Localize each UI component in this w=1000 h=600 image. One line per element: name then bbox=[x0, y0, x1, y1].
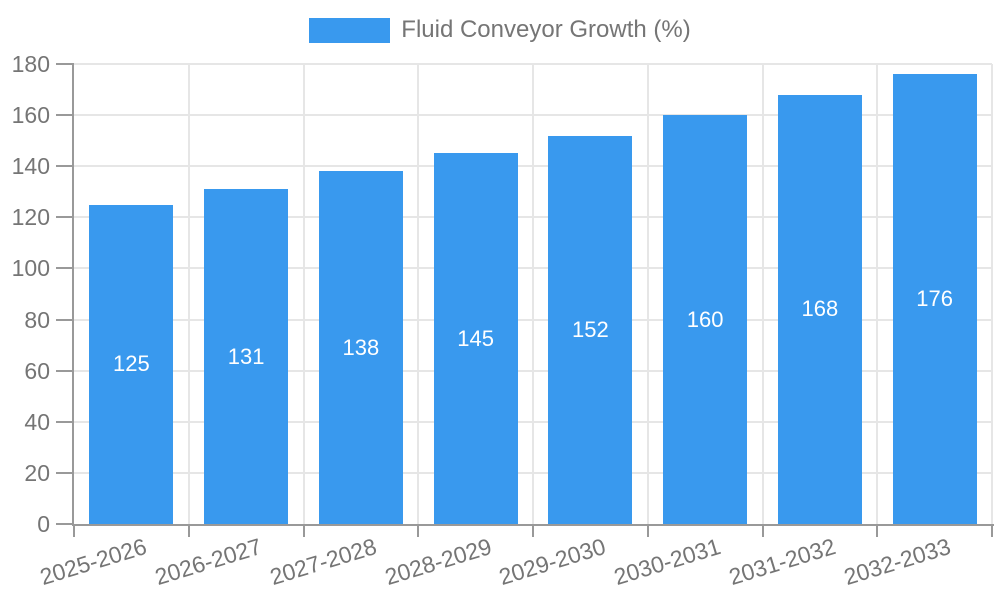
bar bbox=[548, 135, 633, 524]
x-axis-tick bbox=[761, 524, 764, 537]
y-axis-label: 140 bbox=[11, 153, 50, 180]
bar bbox=[204, 189, 289, 524]
bar-value-label: 145 bbox=[457, 325, 494, 351]
y-axis-label: 160 bbox=[11, 102, 50, 129]
y-axis-tick bbox=[56, 318, 74, 321]
y-axis-tick bbox=[56, 369, 74, 372]
gridline-vertical bbox=[761, 64, 764, 524]
y-axis-tick bbox=[56, 267, 74, 270]
y-axis-label: 40 bbox=[24, 408, 50, 435]
y-axis-tick bbox=[56, 471, 74, 474]
x-axis-tick bbox=[187, 524, 190, 537]
y-axis-label: 100 bbox=[11, 255, 50, 282]
y-axis-line bbox=[72, 64, 74, 524]
bar bbox=[777, 94, 862, 524]
y-axis-label: 80 bbox=[24, 306, 50, 333]
bar bbox=[318, 171, 403, 524]
bar bbox=[892, 74, 977, 524]
x-axis-label: 2028-2029 bbox=[381, 533, 495, 591]
x-axis-label: 2026-2027 bbox=[151, 533, 265, 591]
x-axis-label: 2030-2031 bbox=[610, 533, 724, 591]
bar-value-label: 131 bbox=[227, 343, 265, 369]
bar bbox=[663, 115, 748, 524]
bar-value-label: 138 bbox=[342, 334, 380, 360]
gridline-vertical bbox=[646, 64, 649, 524]
x-axis-tick bbox=[73, 524, 75, 537]
y-axis-label: 180 bbox=[11, 51, 50, 77]
gridline-vertical bbox=[876, 64, 879, 524]
bar bbox=[433, 153, 518, 524]
x-axis-tick bbox=[646, 524, 649, 537]
y-axis-tick bbox=[56, 216, 74, 219]
bar-value-label: 160 bbox=[686, 306, 724, 332]
gridline-vertical bbox=[302, 64, 305, 524]
x-axis-tick bbox=[991, 524, 993, 537]
x-axis-tick bbox=[876, 524, 879, 537]
y-axis-label: 20 bbox=[24, 459, 50, 486]
y-axis-tick bbox=[56, 114, 74, 117]
x-axis-label: 2029-2030 bbox=[496, 533, 609, 591]
y-axis-label: 0 bbox=[37, 511, 50, 537]
gridline-vertical bbox=[187, 64, 190, 524]
gridline-vertical bbox=[532, 64, 534, 524]
y-axis-tick bbox=[56, 420, 74, 423]
y-axis-tick bbox=[56, 63, 74, 65]
y-axis-label: 60 bbox=[24, 357, 50, 384]
y-axis-tick bbox=[56, 523, 74, 525]
chart-legend: Fluid Conveyor Growth (%) bbox=[0, 15, 1000, 45]
bar-value-label: 125 bbox=[113, 351, 150, 377]
x-axis-label: 2032-2033 bbox=[840, 533, 954, 591]
x-axis-label: 2025-2026 bbox=[37, 533, 150, 591]
x-axis-label: 2031-2032 bbox=[725, 533, 839, 591]
x-axis-tick bbox=[532, 524, 534, 537]
bar-value-label: 176 bbox=[916, 286, 953, 312]
bar-value-label: 168 bbox=[801, 296, 839, 322]
x-axis-tick bbox=[417, 524, 420, 537]
bar-value-label: 152 bbox=[572, 316, 609, 342]
x-axis-label: 2027-2028 bbox=[266, 533, 380, 591]
gridline-vertical bbox=[991, 64, 993, 524]
y-axis-label: 120 bbox=[11, 204, 50, 231]
x-axis-tick bbox=[302, 524, 305, 537]
gridline-vertical bbox=[417, 64, 420, 524]
bar bbox=[89, 204, 174, 524]
legend-swatch bbox=[309, 17, 391, 43]
y-axis-tick bbox=[56, 165, 74, 168]
legend-label: Fluid Conveyor Growth (%) bbox=[401, 16, 691, 43]
